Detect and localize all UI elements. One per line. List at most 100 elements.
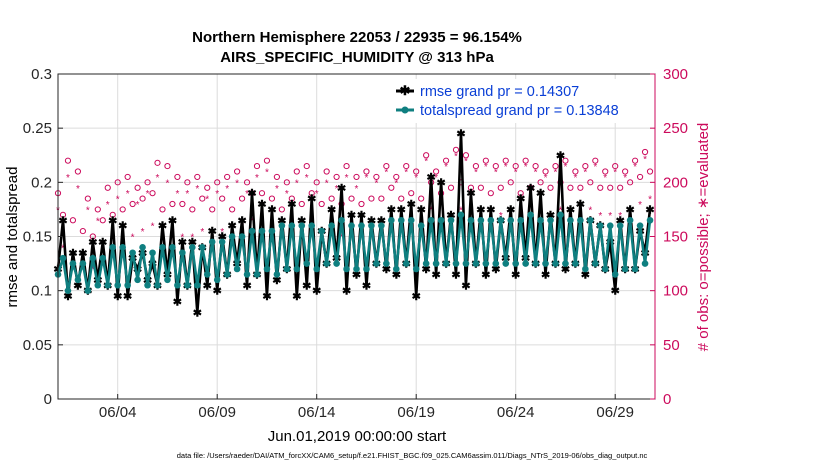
- totalspread-point: [203, 271, 211, 278]
- rmse-point: ✱: [486, 204, 495, 216]
- totalspread-point: [527, 211, 534, 219]
- rmse-point: ✱: [476, 204, 485, 216]
- totalspread-point: [74, 276, 82, 284]
- obs-possible-point: [522, 157, 529, 164]
- rmse-point: ✱: [536, 188, 545, 200]
- rmse-point: ✱: [242, 280, 251, 292]
- obs-evaluated-point: *: [583, 168, 587, 179]
- obs-evaluated-point: *: [598, 211, 602, 222]
- rmse-point: ✱: [392, 269, 401, 281]
- x-tick-label: 06/19: [397, 404, 435, 421]
- obs-evaluated-point: *: [534, 168, 538, 179]
- obs-evaluated-point: *: [494, 168, 498, 179]
- obs-evaluated-point: *: [633, 162, 637, 173]
- obs-evaluated-point: *: [340, 233, 344, 244]
- rmse-point: ✱: [481, 269, 490, 281]
- obs-possible-point: [398, 195, 405, 202]
- totalspread-point: [636, 222, 644, 229]
- obs-possible-point: [641, 148, 649, 156]
- rmse-point: ✱: [541, 269, 550, 281]
- rmse-point: ✱: [213, 286, 222, 298]
- rmse-point: ✱: [556, 150, 565, 162]
- obs-evaluated-point: *: [429, 205, 433, 216]
- x-tick-label: 06/24: [497, 404, 535, 421]
- y-right-tick-label: 100: [663, 283, 688, 300]
- totalspread-point: [293, 265, 301, 273]
- obs-evaluated-point: *: [364, 173, 368, 184]
- obs-evaluated-point: *: [623, 173, 627, 184]
- rmse-point: ✱: [451, 269, 460, 281]
- obs-evaluated-point: *: [459, 205, 463, 216]
- totalspread-point: [308, 222, 316, 229]
- rmse-point: ✱: [412, 291, 421, 303]
- obs-possible-point: [597, 184, 604, 191]
- totalspread-point: [189, 244, 196, 251]
- obs-possible-point: [487, 190, 494, 197]
- obs-possible-point: [636, 173, 644, 181]
- obs-evaluated-point: *: [190, 233, 194, 244]
- obs-possible-point: [104, 184, 111, 191]
- obs-evaluated-point: *: [618, 211, 622, 222]
- totalspread-point: [388, 216, 395, 224]
- obs-possible-point: [646, 168, 654, 175]
- obs-possible-point: [532, 162, 539, 170]
- totalspread-point: [89, 254, 97, 262]
- totalspread-point: [611, 271, 619, 278]
- obs-evaluated-point: *: [151, 222, 155, 233]
- rmse-point: ✱: [173, 297, 182, 309]
- totalspread-point: [119, 244, 126, 251]
- y-axis-left-label: rmse and totalspread: [4, 167, 21, 308]
- obs-possible-point: [253, 162, 261, 170]
- totalspread-point: [427, 216, 435, 224]
- totalspread-point: [273, 271, 281, 278]
- obs-evaluated-point: *: [250, 216, 254, 227]
- totalspread-point: [129, 249, 136, 257]
- totalspread-point: [253, 271, 261, 278]
- totalspread-point: [139, 244, 146, 251]
- obs-possible-point: [308, 190, 315, 197]
- totalspread-point: [318, 227, 325, 235]
- y-left-tick-label: 0: [44, 391, 52, 408]
- rmse-point: ✱: [287, 199, 296, 211]
- obs-evaluated-point: *: [374, 178, 378, 189]
- obs-possible-point: [219, 195, 226, 202]
- obs-possible-point: [124, 173, 131, 181]
- totalspread-point: [353, 265, 360, 273]
- obs-possible-point: [607, 184, 614, 191]
- legend-box: [390, 79, 652, 123]
- obs-possible-point: [472, 162, 479, 170]
- legend: ✱ rmse grand pr = 0.14307 totalspread gr…: [390, 79, 652, 123]
- obs-possible-point: [154, 159, 161, 166]
- obs-evaluated-point: *: [514, 168, 518, 179]
- totalspread-point: [621, 265, 629, 273]
- obs-possible-point: [502, 157, 509, 164]
- obs-possible-point: [129, 200, 136, 208]
- totalspread-point: [164, 276, 171, 284]
- obs-evaluated-point: *: [404, 168, 408, 179]
- obs-evaluated-point: *: [141, 227, 145, 238]
- totalspread-point: [577, 216, 584, 224]
- totalspread-point: [223, 271, 231, 278]
- totalspread-point: [532, 260, 539, 267]
- rmse-point: ✱: [616, 215, 625, 227]
- obs-evaluated-point: *: [96, 216, 100, 227]
- obs-possible-point: [452, 146, 460, 153]
- y-left-tick-label: 0.1: [31, 283, 52, 300]
- rmse-point: ✱: [168, 215, 177, 227]
- totalspread-point: [154, 281, 161, 289]
- y-axis-right-label: # of obs: o=possible; ∗=evaluated: [695, 123, 712, 352]
- rmse-point: ✱: [63, 291, 72, 303]
- obs-evaluated-point: *: [165, 178, 169, 189]
- totalspread-point: [79, 260, 87, 267]
- rmse-point: ✱: [148, 259, 157, 271]
- totalspread-point: [422, 260, 430, 267]
- totalspread-point: [378, 222, 385, 229]
- rmse-point: ✱: [118, 221, 127, 233]
- obs-evaluated-point: *: [315, 189, 319, 200]
- rmse-point: ✱: [178, 237, 187, 249]
- obs-possible-point: [169, 200, 176, 208]
- totalspread-point: [184, 281, 191, 289]
- obs-evaluated-point: *: [215, 189, 219, 200]
- totalspread-point: [567, 216, 574, 224]
- rmse-point: ✱: [88, 237, 97, 249]
